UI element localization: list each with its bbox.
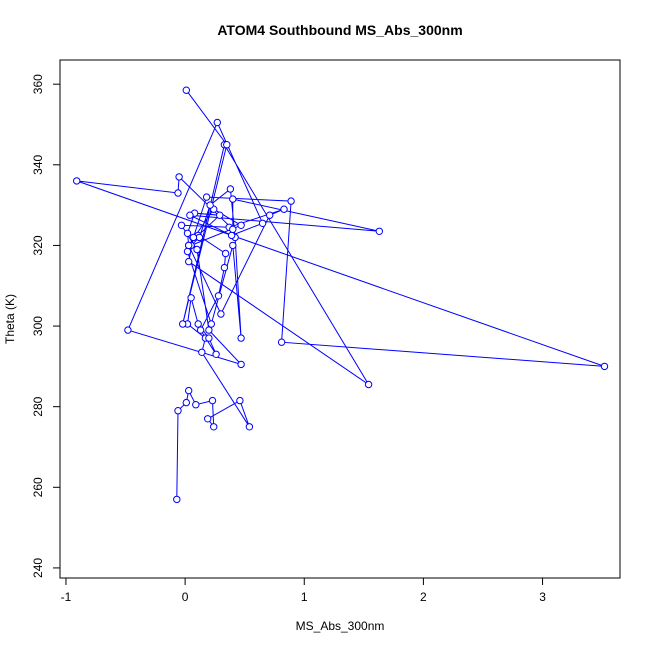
data-point <box>124 326 132 334</box>
data-point <box>237 334 245 342</box>
data-point <box>177 221 186 230</box>
data-point <box>207 320 216 328</box>
data-point <box>210 423 218 431</box>
data-point <box>237 221 245 230</box>
data-point <box>287 197 295 205</box>
data-point <box>229 225 237 234</box>
y-tick-label: 320 <box>31 235 45 255</box>
x-tick-label: 2 <box>420 590 427 604</box>
data-point <box>189 233 198 242</box>
data-point <box>600 362 609 371</box>
data-point <box>208 396 217 405</box>
data-point <box>174 189 182 197</box>
data-point <box>182 398 191 407</box>
data-point <box>175 173 183 181</box>
data-point <box>236 396 244 405</box>
data-point <box>185 257 193 266</box>
data-point <box>258 219 267 228</box>
y-tick-label: 240 <box>31 558 45 578</box>
x-tick-label: 3 <box>539 590 546 604</box>
y-tick-label: 360 <box>31 74 45 94</box>
data-point <box>195 233 204 242</box>
data-point <box>213 118 222 127</box>
data-point <box>206 201 214 209</box>
data-point <box>227 231 236 240</box>
data-point <box>183 247 192 256</box>
data-point <box>202 193 211 201</box>
data-point <box>205 326 213 334</box>
data-point <box>186 211 194 219</box>
data-point <box>179 320 187 328</box>
data-point <box>245 423 254 431</box>
data-point <box>196 326 205 334</box>
data-point <box>226 185 235 193</box>
x-axis: -1 0 1 2 3 <box>61 578 546 604</box>
data-point <box>185 386 193 395</box>
data-point <box>192 401 200 409</box>
data-point <box>364 380 373 389</box>
data-point <box>375 227 383 236</box>
y-tick-label: 340 <box>31 154 45 174</box>
data-point <box>198 348 206 356</box>
data-point <box>187 294 195 302</box>
y-tick-label: 300 <box>31 316 45 336</box>
chart-title: ATOM4 Southbound MS_Abs_300nm <box>217 22 462 38</box>
data-point <box>217 310 225 318</box>
series-line <box>76 89 605 500</box>
y-tick-label: 280 <box>31 396 45 416</box>
x-axis-label: MS_Abs_300nm <box>296 619 385 633</box>
x-tick-label: -1 <box>61 590 72 604</box>
data-point <box>266 211 274 219</box>
data-point <box>229 241 237 250</box>
data-point <box>194 320 202 328</box>
data-point <box>174 407 182 415</box>
y-axis-label: Theta (K) <box>3 294 17 344</box>
data-point <box>229 195 237 203</box>
series-layer <box>73 86 609 504</box>
data-point <box>183 229 192 238</box>
data-point <box>223 141 231 149</box>
data-point <box>204 415 212 423</box>
data-point <box>280 205 288 213</box>
data-point <box>193 245 201 254</box>
data-point <box>73 177 81 185</box>
data-point <box>216 211 224 219</box>
data-point <box>277 338 286 346</box>
x-tick-label: 1 <box>301 590 308 604</box>
data-point <box>205 334 213 342</box>
y-tick-label: 260 <box>31 477 45 497</box>
y-axis: 240 260 280 300 320 340 360 <box>31 74 60 578</box>
data-point <box>182 86 191 94</box>
data-point <box>185 241 193 250</box>
data-point <box>214 292 223 300</box>
x-tick-label: 0 <box>182 590 189 604</box>
data-point <box>221 249 230 258</box>
plot-frame <box>59 59 621 579</box>
data-point <box>173 495 181 504</box>
data-point <box>212 350 220 358</box>
data-point <box>237 360 245 369</box>
data-point <box>220 263 229 272</box>
